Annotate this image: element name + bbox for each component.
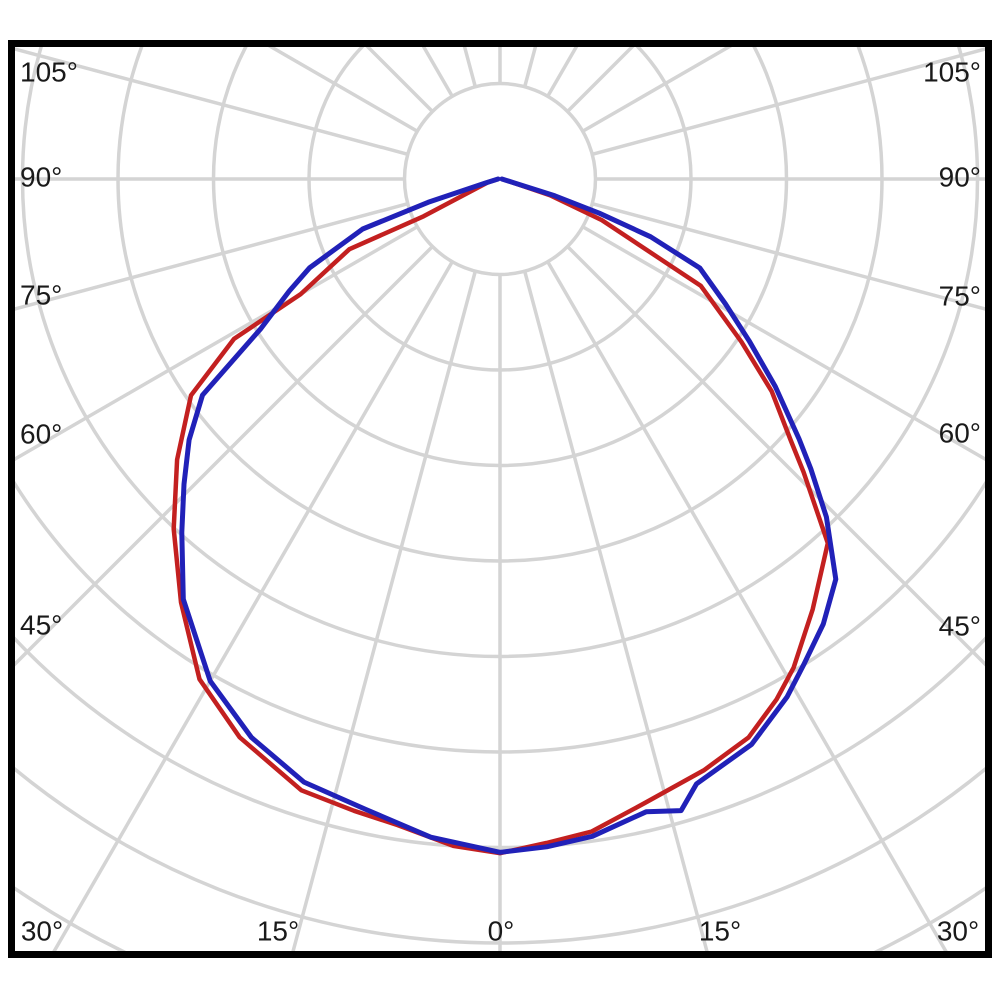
grid-spoke [591, 47, 985, 156]
grid-spoke [291, 270, 477, 951]
angle-label: 45° [20, 610, 62, 641]
polar-chart: 105° 105° 90° 90° 75° 75° 60° 60° 45° 45° 30° 15° 0°… [15, 47, 985, 951]
angle-label: 105° [923, 57, 981, 88]
grid-spoke [591, 202, 985, 311]
curve-c0-c180 [171, 176, 831, 856]
curve-c90-c270 [179, 176, 839, 855]
angle-label: 45° [939, 611, 981, 642]
angle-label: 30° [937, 916, 979, 947]
angle-label: 105° [20, 57, 78, 88]
angle-label: 90° [939, 162, 981, 193]
grid-spoke [546, 260, 948, 951]
angle-label: 15° [257, 916, 299, 947]
angle-label: 75° [20, 280, 62, 311]
angle-label: 75° [939, 281, 981, 312]
grid-spoke [523, 270, 709, 951]
grid-spoke [566, 245, 985, 667]
grid-spoke [15, 245, 434, 667]
grid-spoke [15, 225, 419, 462]
grid-spoke [52, 260, 454, 951]
grid-spoke [15, 202, 409, 311]
chart-frame: 105° 105° 90° 90° 75° 75° 60° 60° 45° 45° 30° 15° 0°… [8, 40, 992, 958]
grid-spoke [15, 47, 409, 156]
angle-label: 60° [939, 418, 981, 449]
angle-label: 30° [21, 916, 63, 947]
angle-label: 0° [488, 916, 515, 947]
grid-spoke [581, 225, 985, 462]
angle-label: 60° [20, 419, 62, 450]
angle-label: 90° [20, 162, 62, 193]
angle-label: 15° [699, 916, 741, 947]
